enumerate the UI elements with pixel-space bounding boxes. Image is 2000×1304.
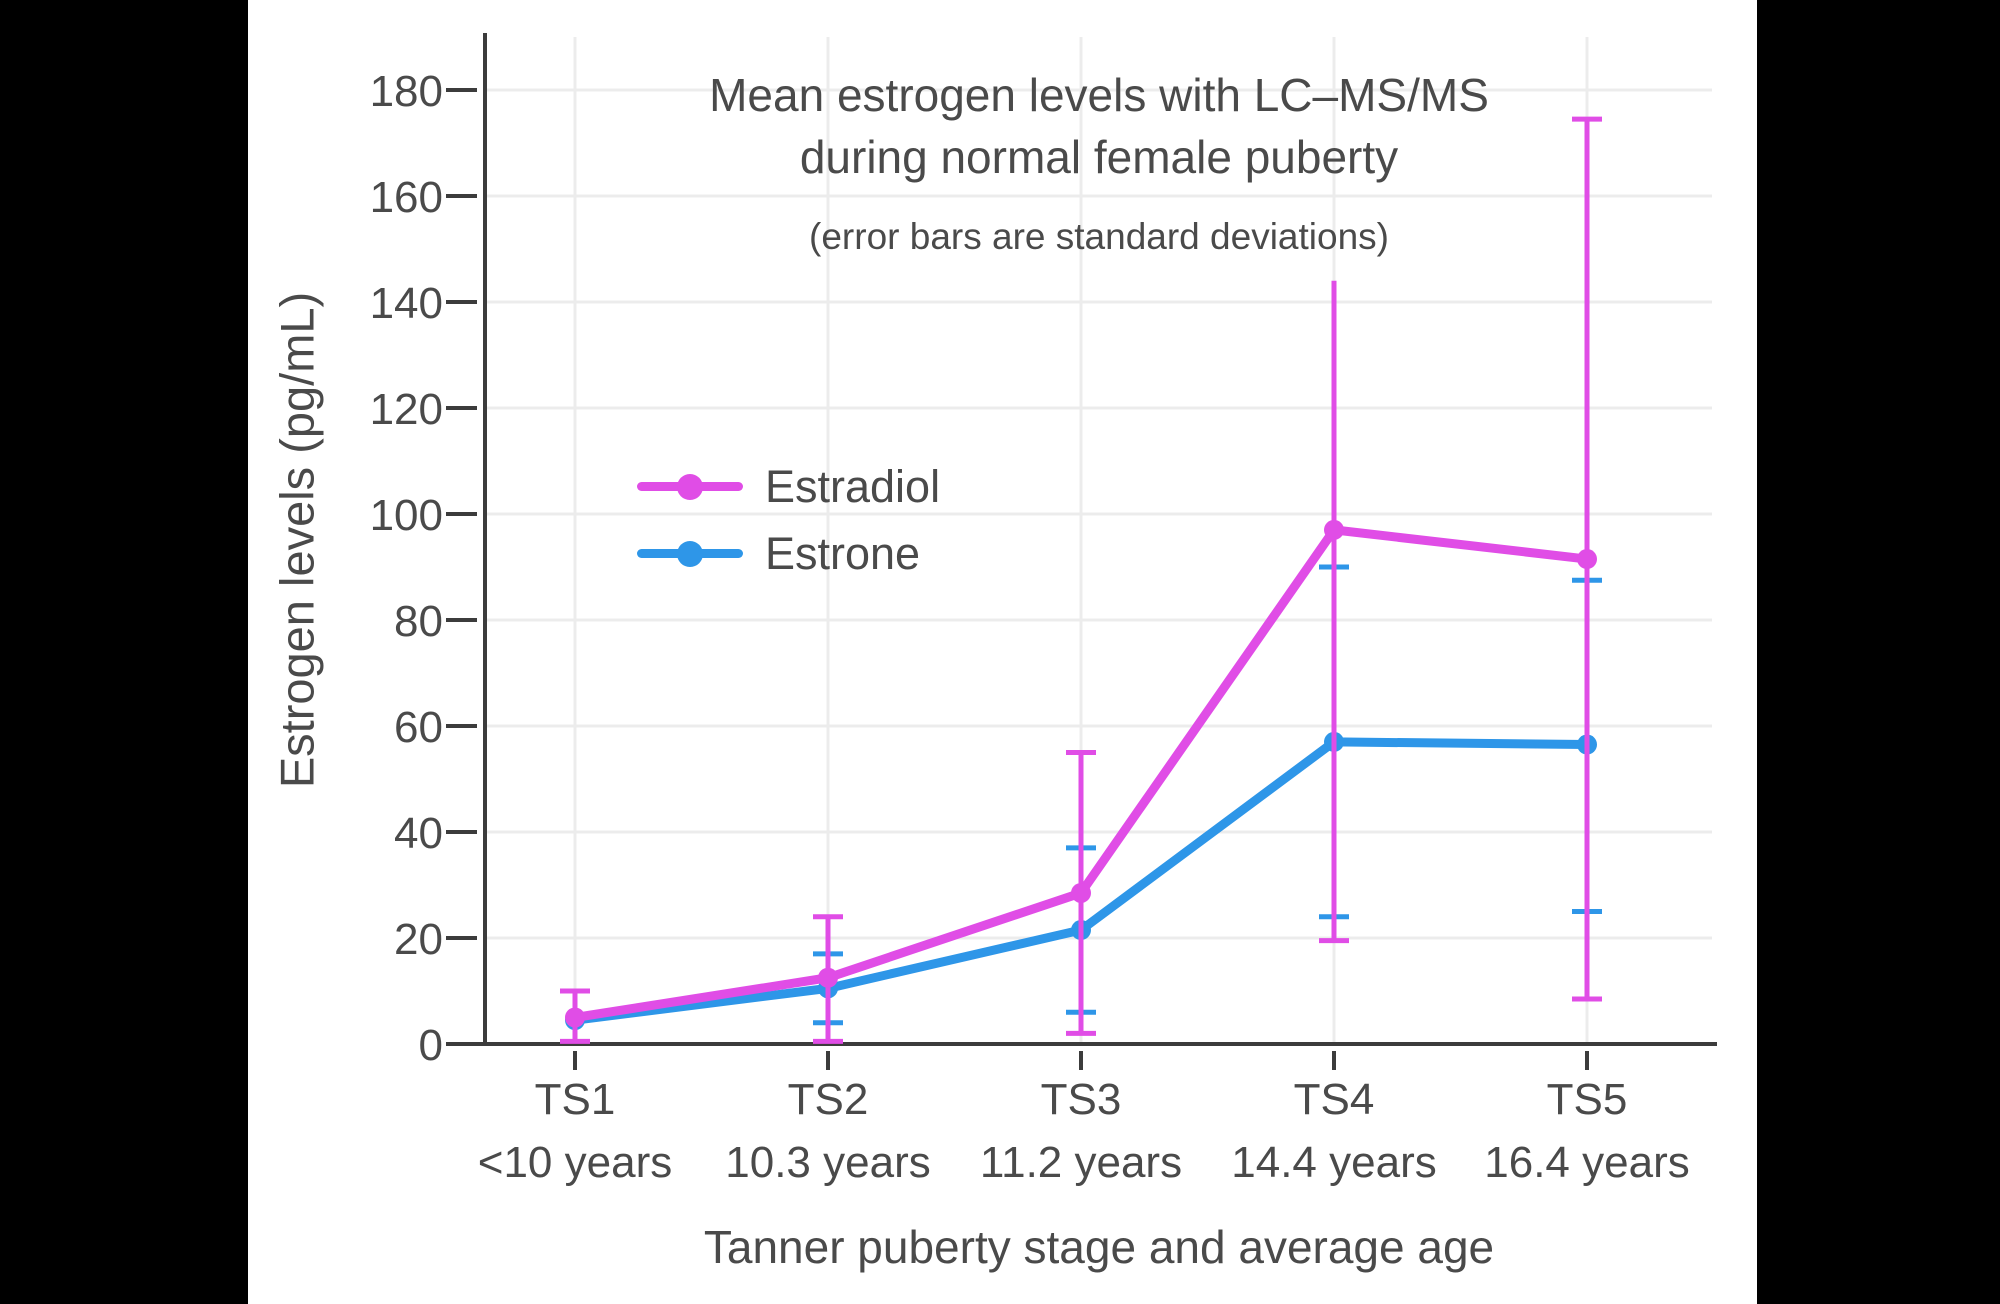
axes: [446, 33, 1717, 1070]
svg-text:140: 140: [370, 279, 443, 328]
svg-text:16.4 years: 16.4 years: [1484, 1138, 1689, 1187]
svg-text:120: 120: [370, 385, 443, 434]
y-tick-labels: 0 20 40 60 80 100 120 140 160 180: [370, 67, 443, 1070]
svg-text:TS5: TS5: [1547, 1075, 1628, 1124]
series-estradiol: [560, 116, 1602, 1044]
svg-text:TS3: TS3: [1041, 1075, 1122, 1124]
x-axis-title: Tanner puberty stage and average age: [703, 1221, 1495, 1273]
legend-item-estradiol: Estradiol: [637, 453, 940, 520]
legend: Estradiol Estrone: [637, 453, 940, 587]
chart-subtitle: (error bars are standard deviations): [809, 216, 1389, 257]
svg-text:14.4 years: 14.4 years: [1231, 1138, 1436, 1187]
svg-text:10.3 years: 10.3 years: [725, 1138, 930, 1187]
chart-panel: [248, 0, 1757, 1304]
estradiol-line-icon: [637, 473, 743, 500]
svg-text:11.2 years: 11.2 years: [980, 1138, 1182, 1187]
chart-title: Mean estrogen levels with LC–MS/MS durin…: [485, 64, 1713, 188]
legend-item-estrone: Estrone: [637, 520, 940, 587]
legend-label-estrone: Estrone: [765, 528, 921, 579]
svg-text:40: 40: [394, 809, 443, 858]
svg-text:80: 80: [394, 597, 443, 646]
svg-text:160: 160: [370, 173, 443, 222]
svg-text:20: 20: [394, 915, 443, 964]
svg-text:TS2: TS2: [788, 1075, 869, 1124]
svg-text:TS4: TS4: [1294, 1075, 1375, 1124]
estrone-dot-icon: [677, 540, 703, 567]
svg-text:60: 60: [394, 703, 443, 752]
chart-title-line2: during normal female puberty: [799, 131, 1399, 183]
estradiol-dot-icon: [677, 473, 703, 500]
svg-text:180: 180: [370, 67, 443, 116]
svg-text:TS1: TS1: [535, 1075, 616, 1124]
x-tick-labels: TS1 <10 years TS2 10.3 years TS3 11.2 years TS…: [478, 1075, 1690, 1187]
plot-layer: 0 20 40 60 80 100 120 140 160 180 TS1 <10 years TS2 1…: [370, 33, 1717, 1187]
estrone-line-icon: [637, 540, 743, 567]
gridlines: [485, 37, 1712, 1044]
chart-title-line1: Mean estrogen levels with LC–MS/MS: [709, 69, 1489, 121]
y-axis-title: Estrogen levels (pg/mL): [270, 291, 324, 789]
svg-text:0: 0: [419, 1021, 443, 1070]
legend-label-estradiol: Estradiol: [765, 461, 941, 512]
svg-text:<10 years: <10 years: [478, 1138, 672, 1187]
svg-text:100: 100: [370, 491, 443, 540]
